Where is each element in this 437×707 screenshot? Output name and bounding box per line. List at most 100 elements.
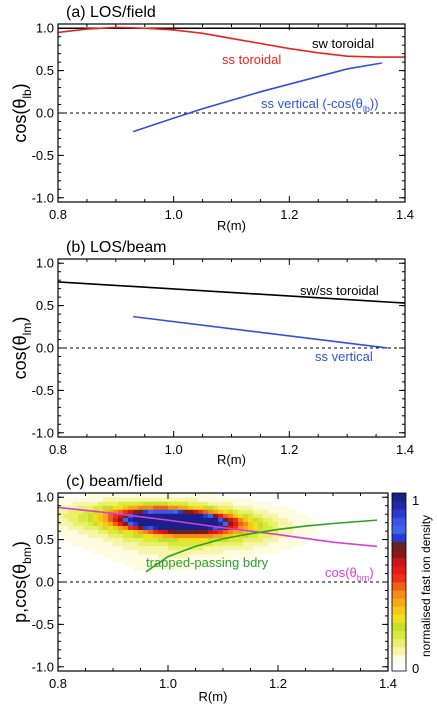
density-cell [168,493,174,498]
density-cell [293,497,299,502]
density-cell [208,525,214,531]
density-cell [263,541,269,547]
density-cell [278,509,284,514]
density-cell [298,513,304,518]
density-cell [253,537,259,543]
density-cell [233,497,239,502]
density-cell [328,509,334,514]
density-cell [178,509,184,514]
density-cell [98,525,104,531]
density-cell [103,493,109,498]
density-cell [143,493,149,498]
density-cell [233,509,239,514]
density-cell [83,517,89,522]
density-cell [218,553,224,559]
density-cell [283,529,289,535]
density-cell [218,509,224,514]
density-cell [143,537,149,543]
density-cell [268,513,274,518]
density-cell [163,569,169,575]
density-cell [173,545,179,551]
density-cell [83,537,89,543]
density-cell [158,553,164,559]
density-cell [228,513,234,518]
density-cell [243,533,249,539]
density-cell [193,553,199,559]
density-cell [278,493,284,498]
density-cell [328,513,334,518]
density-cell [218,565,224,571]
density-cell [308,509,314,514]
density-cell [243,493,249,498]
density-cell [73,505,79,510]
density-cell [123,569,129,575]
density-cell [218,561,224,567]
density-cell [218,517,224,522]
density-cell [123,493,129,498]
density-cell [183,521,189,526]
density-cell [273,549,279,555]
density-cell [113,493,119,498]
density-cell [243,541,249,547]
density-cell [288,545,294,551]
density-cell [78,497,84,502]
colorbar-swatch [392,501,406,510]
density-cell [213,565,219,571]
density-cell [148,509,154,514]
density-cell [88,497,94,502]
density-cell [223,509,229,514]
density-cell [163,573,169,579]
density-cell [118,509,124,514]
density-cell [93,549,99,555]
density-cell [268,537,274,543]
density-cell [98,505,104,510]
density-cell [148,533,154,539]
density-cell [168,505,174,510]
density-cell [223,553,229,559]
density-cell [98,513,104,518]
density-cell [343,529,349,535]
density-cell [123,521,129,526]
density-cell [118,497,124,502]
series-label-cos-theta-bm-pre: cos(θ [325,565,357,580]
density-cell [83,513,89,518]
density-cell [153,525,159,531]
density-cell [103,533,109,539]
density-cell [183,557,189,563]
density-cell [233,541,239,547]
density-cell [278,497,284,502]
density-cell [243,525,249,531]
density-cell [113,549,119,555]
density-cell [213,553,219,559]
density-cell [233,549,239,555]
density-cell [108,569,114,575]
density-cell [83,525,89,531]
density-cell [248,541,254,547]
density-cell [283,517,289,522]
density-cell [138,577,144,583]
density-cell [68,549,74,555]
density-cell [173,509,179,514]
density-cell [93,497,99,502]
density-cell [168,557,174,563]
density-cell [283,545,289,551]
density-cell [63,513,69,518]
density-cell [83,549,89,555]
y-axis-label-close: ) [10,83,30,89]
density-cell [108,529,114,535]
density-cell [108,525,114,531]
y-tick-label: -1.0 [32,659,54,674]
density-cell [113,497,119,502]
density-cell [198,517,204,522]
density-cell [163,565,169,571]
density-cell [138,533,144,539]
density-cell [73,553,79,559]
density-cell [198,521,204,526]
density-cell [293,509,299,514]
density-cell [238,493,244,498]
density-cell [98,537,104,543]
density-cell [338,529,344,535]
density-cell [273,497,279,502]
density-cell [83,541,89,547]
y-tick-label: 0.0 [36,341,54,356]
